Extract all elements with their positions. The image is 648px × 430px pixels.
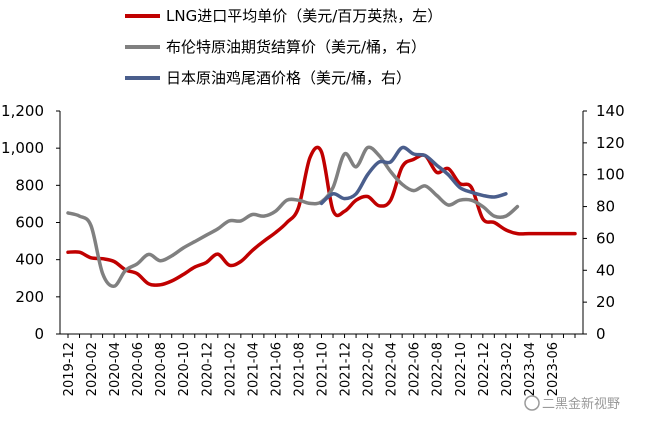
- x-tick-label: 2020-08: [154, 342, 169, 396]
- x-tick-label: 2021-04: [246, 342, 261, 396]
- x-tick-label: 2021-10: [316, 342, 331, 396]
- left-tick-label: 400: [15, 251, 44, 269]
- left-tick-label: 1,200: [1, 102, 44, 120]
- x-tick-label: 2022-12: [477, 342, 492, 396]
- x-tick-label: 2021-12: [339, 342, 354, 396]
- right-tick-label: 80: [596, 198, 615, 216]
- left-tick-label: 200: [15, 288, 44, 306]
- right-tick-label: 140: [596, 102, 625, 120]
- legend-label-0: LNG进口平均单价（美元/百万英热，左）: [166, 7, 442, 25]
- x-tick-label: 2023-06: [546, 342, 561, 396]
- legend-label-2: 日本原油鸡尾酒价格（美元/桶，右）: [166, 69, 411, 87]
- series-line-1: [66, 145, 520, 288]
- right-tick-label: 0: [596, 325, 606, 343]
- x-ticks: 2019-12 2020-02 2020-04 2020-06 2020-08 2020-…: [62, 334, 576, 396]
- legend-label-1: 布伦特原油期货结算价（美元/桶，右）: [166, 38, 426, 56]
- left-tick-label: 800: [15, 176, 44, 194]
- legend: LNG进口平均单价（美元/百万英热，左） 布伦特原油期货结算价（美元/桶，右） 日本…: [125, 7, 442, 87]
- right-tick-label: 60: [596, 229, 615, 247]
- x-tick-label: 2023-04: [523, 342, 538, 396]
- x-tick-label: 2019-12: [62, 342, 77, 396]
- series-line-2: [319, 145, 508, 206]
- x-tick-label: 2021-08: [292, 342, 307, 396]
- x-tick-label: 2022-10: [454, 342, 469, 396]
- x-tick-label: 2022-06: [408, 342, 423, 396]
- x-tick-label: 2021-06: [269, 342, 284, 396]
- axes: [59, 111, 584, 335]
- x-tick-label: 2020-06: [131, 342, 146, 396]
- x-tick-label: 2020-12: [200, 342, 215, 396]
- left-tick-label: 1,000: [1, 139, 44, 157]
- watermark-text: 二黑金新视野: [542, 396, 620, 412]
- series-line-0: [66, 145, 577, 287]
- watermark: 二黑金新视野: [524, 395, 620, 412]
- wechat-icon: [524, 395, 540, 411]
- x-tick-label: 2022-02: [362, 342, 377, 396]
- x-tick-label: 2023-02: [500, 342, 515, 396]
- x-tick-label: 2020-04: [108, 342, 123, 396]
- right-tick-label: 120: [596, 134, 625, 152]
- left-tick-label: 600: [15, 214, 44, 232]
- x-tick-label: 2021-02: [223, 342, 238, 396]
- x-tick-label: 2020-02: [85, 342, 100, 396]
- series-lines: [66, 145, 577, 288]
- x-tick-label: 2020-10: [177, 342, 192, 396]
- x-tick-label: 2022-08: [431, 342, 446, 396]
- right-tick-label: 20: [596, 293, 615, 311]
- left-y-ticks: 0 200 400 600 800 1,000 1,200: [1, 102, 60, 343]
- right-y-ticks: 0 20 40 60 80 100 120 140: [583, 102, 625, 343]
- right-tick-label: 40: [596, 261, 615, 279]
- left-tick-label: 0: [34, 325, 44, 343]
- x-tick-label: 2022-04: [385, 342, 400, 396]
- right-tick-label: 100: [596, 166, 625, 184]
